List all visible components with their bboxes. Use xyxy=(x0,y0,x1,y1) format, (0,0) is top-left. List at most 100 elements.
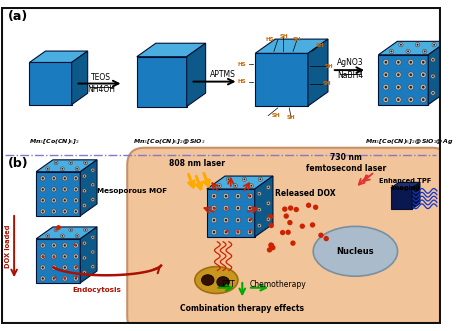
Circle shape xyxy=(247,229,253,235)
Text: DOX loaded: DOX loaded xyxy=(6,225,11,268)
Polygon shape xyxy=(207,189,255,237)
Circle shape xyxy=(396,59,401,65)
Circle shape xyxy=(420,97,426,103)
Circle shape xyxy=(247,194,250,197)
Circle shape xyxy=(83,174,86,178)
Circle shape xyxy=(211,217,217,223)
Circle shape xyxy=(75,244,77,247)
Circle shape xyxy=(433,44,435,46)
Circle shape xyxy=(42,188,44,191)
Circle shape xyxy=(53,266,55,269)
Circle shape xyxy=(267,247,272,253)
Circle shape xyxy=(64,277,66,280)
Circle shape xyxy=(64,255,66,258)
Polygon shape xyxy=(80,160,97,216)
Circle shape xyxy=(73,276,78,281)
Circle shape xyxy=(91,168,95,172)
Text: Combination therapy effects: Combination therapy effects xyxy=(180,304,304,313)
Circle shape xyxy=(406,49,410,54)
Ellipse shape xyxy=(217,277,230,287)
Circle shape xyxy=(300,223,305,229)
Circle shape xyxy=(257,224,261,228)
Polygon shape xyxy=(29,51,88,63)
Text: NaBH4: NaBH4 xyxy=(337,71,364,80)
Circle shape xyxy=(92,199,94,200)
Circle shape xyxy=(235,193,241,199)
Circle shape xyxy=(396,72,401,77)
Circle shape xyxy=(40,243,45,248)
Circle shape xyxy=(247,205,253,211)
Circle shape xyxy=(61,167,64,171)
Circle shape xyxy=(83,256,86,260)
Circle shape xyxy=(64,199,66,202)
Circle shape xyxy=(51,198,56,203)
Circle shape xyxy=(223,193,229,199)
Circle shape xyxy=(223,205,229,211)
Circle shape xyxy=(51,254,56,259)
Text: 808 nm laser: 808 nm laser xyxy=(169,159,225,167)
Circle shape xyxy=(73,254,78,259)
Circle shape xyxy=(55,162,57,164)
Circle shape xyxy=(84,272,85,273)
Circle shape xyxy=(62,176,67,181)
Circle shape xyxy=(211,193,217,199)
Circle shape xyxy=(42,277,44,280)
Circle shape xyxy=(84,162,86,164)
Circle shape xyxy=(258,177,263,181)
Circle shape xyxy=(75,210,77,213)
Text: HS: HS xyxy=(237,79,246,84)
Circle shape xyxy=(73,209,78,214)
Circle shape xyxy=(417,44,419,46)
Text: APTMS: APTMS xyxy=(210,71,236,79)
Circle shape xyxy=(83,271,86,274)
Circle shape xyxy=(91,265,95,268)
Circle shape xyxy=(385,73,387,76)
Circle shape xyxy=(258,209,260,211)
Circle shape xyxy=(313,205,318,210)
Circle shape xyxy=(237,195,239,197)
Circle shape xyxy=(75,199,77,202)
Circle shape xyxy=(249,195,251,197)
Circle shape xyxy=(84,190,85,192)
Circle shape xyxy=(432,92,434,94)
Circle shape xyxy=(383,72,389,77)
Circle shape xyxy=(249,207,251,210)
Circle shape xyxy=(42,177,44,179)
Circle shape xyxy=(42,266,44,269)
Circle shape xyxy=(91,198,95,202)
Circle shape xyxy=(432,75,434,77)
Ellipse shape xyxy=(195,267,238,294)
Circle shape xyxy=(225,219,227,221)
Circle shape xyxy=(223,229,229,235)
Polygon shape xyxy=(391,182,420,188)
Circle shape xyxy=(385,61,387,64)
Circle shape xyxy=(69,161,73,165)
Circle shape xyxy=(244,178,246,180)
Circle shape xyxy=(225,207,227,210)
Circle shape xyxy=(42,244,44,247)
Circle shape xyxy=(42,255,44,258)
Circle shape xyxy=(431,58,435,62)
Circle shape xyxy=(396,97,401,103)
Circle shape xyxy=(249,218,252,221)
Circle shape xyxy=(213,207,216,210)
Circle shape xyxy=(84,175,85,177)
Circle shape xyxy=(397,98,400,101)
Circle shape xyxy=(40,254,45,259)
Text: HS: HS xyxy=(237,62,246,67)
Circle shape xyxy=(51,187,56,192)
Circle shape xyxy=(409,98,412,101)
Ellipse shape xyxy=(202,275,214,285)
Text: Mn$_3$[Co(CN)$_6$]$_2$: Mn$_3$[Co(CN)$_6$]$_2$ xyxy=(29,137,80,146)
Circle shape xyxy=(258,225,260,227)
Circle shape xyxy=(318,233,324,238)
Text: Mn$_3$[Co(CN)$_6$]$_2$@SiO$_2$: Mn$_3$[Co(CN)$_6$]$_2$@SiO$_2$ xyxy=(133,137,206,146)
Circle shape xyxy=(46,167,50,171)
Circle shape xyxy=(250,185,252,187)
Circle shape xyxy=(51,276,56,281)
Ellipse shape xyxy=(313,226,397,276)
Circle shape xyxy=(407,50,409,52)
Circle shape xyxy=(73,187,78,192)
Circle shape xyxy=(391,50,392,52)
Circle shape xyxy=(408,72,414,77)
